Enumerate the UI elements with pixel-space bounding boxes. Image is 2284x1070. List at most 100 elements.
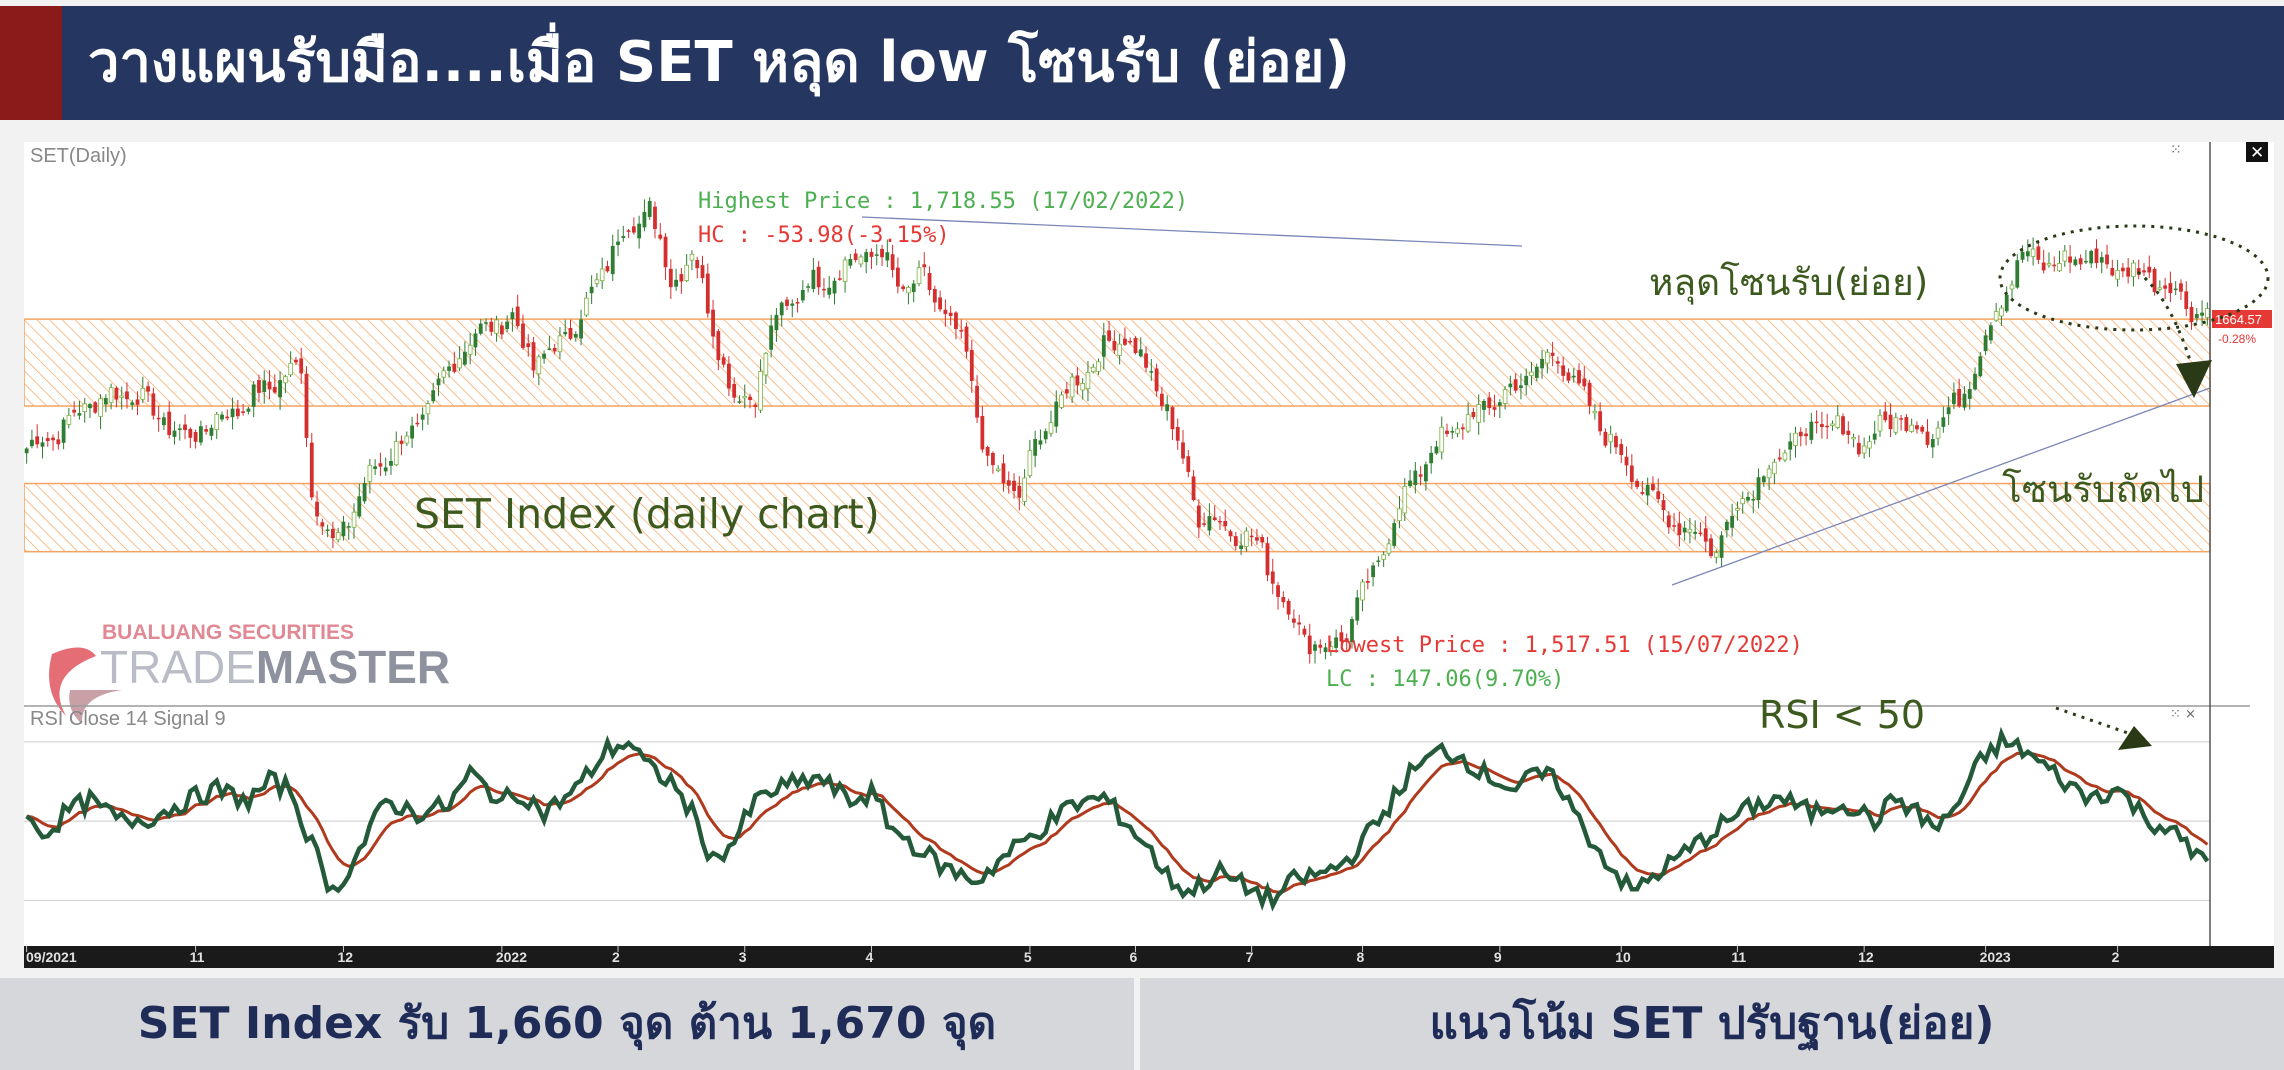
candle — [2105, 244, 2109, 269]
candle-body — [183, 424, 187, 431]
candle-body — [1645, 484, 1650, 496]
candle-body — [235, 408, 240, 417]
candle-body — [1492, 407, 1497, 410]
candle — [1577, 363, 1581, 386]
candle — [51, 434, 55, 451]
candle — [1614, 432, 1618, 455]
candle — [1904, 414, 1909, 433]
candle — [853, 248, 858, 263]
candle-body — [1709, 538, 1713, 557]
candle — [489, 317, 494, 336]
candle-body — [1877, 414, 1883, 432]
candle — [964, 322, 969, 359]
candle-body — [151, 393, 156, 416]
candle-body — [748, 396, 752, 401]
candle-body — [162, 417, 166, 426]
candle-body — [1682, 527, 1687, 533]
candle — [674, 268, 679, 291]
candle — [1123, 327, 1127, 347]
candle — [251, 381, 256, 418]
candle — [373, 459, 378, 475]
candle — [605, 260, 610, 273]
candle-body — [1782, 452, 1788, 461]
down-arrow-icon — [2176, 360, 2212, 398]
candle-body — [1323, 647, 1328, 653]
candle — [1360, 579, 1365, 612]
candle — [1133, 336, 1138, 355]
candle-body — [431, 390, 436, 402]
candle — [594, 273, 600, 288]
candle-body — [1455, 428, 1460, 434]
candle — [1861, 437, 1867, 459]
candle — [1323, 642, 1328, 660]
candle-body — [373, 466, 378, 469]
candle-body — [785, 299, 789, 306]
candle-body — [594, 279, 600, 284]
candle-body — [241, 411, 246, 413]
candle-body — [1207, 516, 1212, 531]
candle — [2020, 245, 2025, 263]
candle-body — [959, 330, 964, 332]
candle — [1112, 330, 1117, 354]
candle — [257, 374, 261, 402]
candle — [367, 459, 373, 494]
candle — [108, 383, 114, 410]
candle-body — [1117, 343, 1122, 356]
rsi-panel-label: RSI Close 14 Signal 9 — [30, 708, 226, 730]
candle-body — [198, 426, 203, 443]
candle-body — [1286, 600, 1291, 615]
candle-body — [2200, 312, 2204, 316]
candle — [753, 402, 758, 418]
candle — [568, 319, 573, 341]
candle-body — [1566, 372, 1571, 381]
candle-body — [1629, 465, 1634, 482]
candle — [220, 411, 224, 422]
candle-body — [727, 363, 731, 389]
title-bar — [0, 6, 2284, 120]
candle — [1196, 499, 1201, 538]
candle-body — [806, 286, 811, 288]
candle-body — [1841, 416, 1845, 435]
candle — [1672, 512, 1676, 532]
rsi-expand-icon[interactable]: ⁙ × — [2170, 707, 2196, 722]
candle — [1022, 469, 1027, 506]
candle — [1693, 520, 1698, 540]
candle-body — [1735, 508, 1740, 511]
candle — [1714, 549, 1719, 564]
candle — [1661, 493, 1666, 522]
candle-body — [2030, 248, 2036, 257]
candle-body — [1571, 375, 1576, 378]
candle-body — [1423, 464, 1428, 482]
candle-body — [795, 302, 800, 304]
candle — [1883, 402, 1888, 423]
candle-body — [404, 435, 410, 444]
candle — [425, 400, 431, 425]
candle — [895, 257, 900, 294]
candle-body — [299, 358, 304, 374]
candle — [230, 397, 235, 430]
candle-body — [135, 399, 140, 405]
candle-body — [393, 441, 399, 466]
candle-body — [1255, 537, 1259, 541]
candle — [2030, 237, 2036, 266]
candle-body — [1772, 461, 1777, 475]
close-chart-button[interactable] — [2246, 142, 2268, 162]
candle — [304, 366, 309, 448]
candle-body — [1281, 597, 1286, 603]
candle — [505, 315, 510, 333]
candle-body — [1545, 351, 1550, 364]
candle-body — [827, 287, 832, 295]
candle — [552, 343, 557, 355]
candle — [869, 248, 874, 270]
x-tick-label: 2 — [2112, 949, 2120, 965]
candle-body — [399, 440, 404, 444]
candle-body — [753, 404, 758, 408]
candle-body — [193, 431, 198, 442]
candle-body — [1249, 535, 1254, 538]
candle-body — [1085, 372, 1091, 390]
candle — [932, 285, 937, 312]
candle-body — [1766, 468, 1772, 479]
expand-icon[interactable]: ⁙ — [2170, 142, 2182, 158]
candle — [2173, 281, 2178, 296]
candle-body — [1460, 427, 1465, 430]
